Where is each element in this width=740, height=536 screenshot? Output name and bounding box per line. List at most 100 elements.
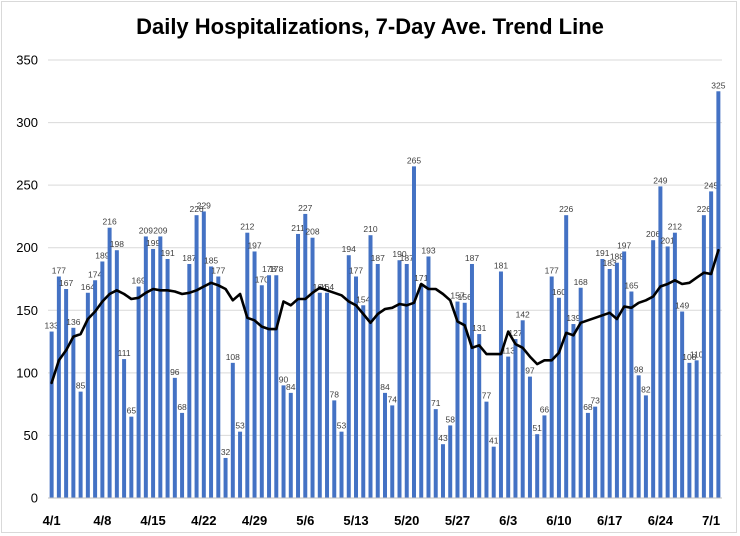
data-label: 212	[668, 222, 682, 232]
bar	[491, 446, 496, 498]
x-tick-label: 5/13	[343, 513, 368, 528]
data-label: 226	[189, 204, 203, 214]
data-label: 113	[501, 346, 515, 356]
data-label: 177	[211, 265, 225, 275]
data-label: 171	[414, 273, 428, 283]
data-label: 201	[661, 235, 675, 245]
data-label: 77	[482, 391, 492, 401]
y-tick-label: 50	[24, 428, 38, 443]
bar	[498, 271, 503, 498]
data-label: 84	[380, 382, 390, 392]
data-label: 197	[617, 240, 631, 250]
bar	[448, 425, 453, 498]
data-label: 139	[566, 313, 580, 323]
bar	[520, 320, 525, 498]
bar	[716, 91, 721, 499]
data-label: 216	[103, 217, 117, 227]
data-label: 82	[641, 384, 651, 394]
data-label: 32	[221, 447, 231, 457]
bar	[622, 251, 627, 498]
data-label: 177	[545, 265, 559, 275]
x-tick-label: 5/6	[296, 513, 314, 528]
bar	[56, 276, 61, 498]
data-label: 325	[711, 80, 725, 90]
data-label: 127	[508, 328, 522, 338]
bar	[165, 258, 170, 498]
data-label: 108	[226, 352, 240, 362]
data-label: 185	[204, 255, 218, 265]
x-tick-label: 4/22	[191, 513, 216, 528]
data-label: 90	[279, 374, 289, 384]
data-label: 189	[95, 250, 109, 260]
data-label: 43	[438, 433, 448, 443]
data-label: 78	[330, 389, 340, 399]
data-label: 58	[445, 414, 455, 424]
data-label: 168	[574, 277, 588, 287]
bar	[361, 305, 366, 498]
bar	[556, 297, 561, 498]
data-label: 226	[559, 204, 573, 214]
x-tick-label: 6/17	[597, 513, 622, 528]
x-tick-label: 6/24	[648, 513, 674, 528]
bar	[180, 412, 185, 498]
data-label: 199	[146, 238, 160, 248]
bar	[672, 232, 677, 498]
bar	[643, 395, 648, 498]
data-label: 178	[269, 264, 283, 274]
bar	[245, 232, 250, 498]
x-tick-label: 6/3	[499, 513, 517, 528]
bar	[513, 339, 518, 498]
data-label: 227	[298, 203, 312, 213]
bar	[288, 392, 293, 498]
bar	[158, 236, 163, 499]
bar	[230, 362, 235, 498]
data-label: 41	[489, 436, 499, 446]
y-tick-label: 0	[31, 491, 38, 506]
bar	[136, 286, 141, 498]
data-label: 156	[458, 292, 472, 302]
data-label: 211	[291, 223, 305, 233]
data-label: 108	[682, 352, 696, 362]
bar	[542, 415, 547, 498]
data-label: 191	[160, 248, 174, 258]
bar	[223, 457, 228, 498]
data-label: 169	[131, 276, 145, 286]
data-label: 210	[363, 224, 377, 234]
data-label: 165	[624, 281, 638, 291]
y-tick-label: 250	[16, 178, 38, 193]
data-label: 85	[76, 381, 86, 391]
bar	[462, 302, 467, 498]
bar	[274, 275, 279, 498]
data-label: 226	[697, 204, 711, 214]
data-label: 245	[704, 180, 718, 190]
bar	[687, 362, 692, 498]
data-label: 212	[240, 222, 254, 232]
data-label: 53	[235, 421, 245, 431]
data-label: 174	[88, 269, 102, 279]
data-label: 97	[525, 366, 535, 376]
data-label: 249	[653, 175, 667, 185]
data-label: 133	[45, 321, 59, 331]
bar	[317, 292, 322, 498]
bar	[259, 285, 264, 498]
bar	[296, 233, 301, 498]
data-label: 190	[392, 249, 406, 259]
bar	[404, 263, 409, 498]
bar	[658, 186, 663, 498]
bar	[694, 360, 699, 498]
bar	[325, 292, 330, 498]
bar	[332, 400, 337, 498]
bar	[564, 215, 569, 499]
bar	[129, 416, 134, 498]
chart-title: Daily Hospitalizations, 7-Day Ave. Trend…	[136, 14, 604, 39]
data-label: 187	[182, 253, 196, 263]
bar	[614, 262, 619, 498]
data-label: 68	[177, 402, 187, 412]
data-label: 111	[118, 348, 131, 358]
data-label: 191	[595, 248, 609, 258]
data-label: 74	[388, 394, 398, 404]
data-label: 206	[646, 229, 660, 239]
data-label: 194	[342, 244, 356, 254]
bar	[600, 258, 605, 498]
